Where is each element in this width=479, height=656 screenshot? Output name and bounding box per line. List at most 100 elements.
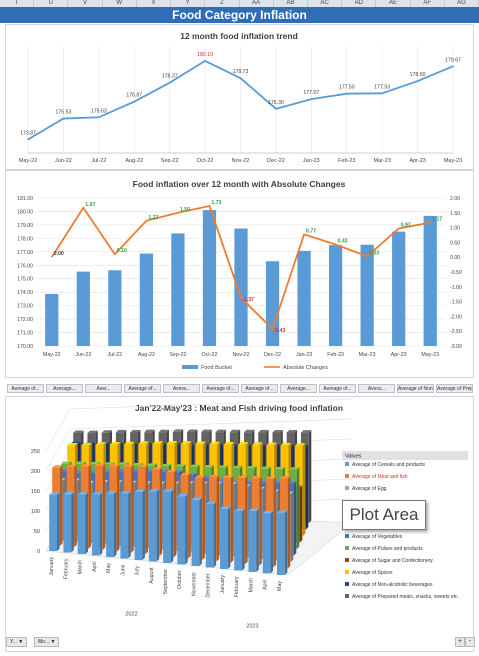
column-header[interactable]: V bbox=[68, 0, 103, 7]
column-header[interactable]: U bbox=[34, 0, 69, 7]
y2-tick-label: 0.50 bbox=[450, 240, 460, 246]
bar-side bbox=[156, 489, 160, 562]
bar-top bbox=[61, 461, 72, 464]
bar-top bbox=[209, 441, 220, 445]
bar-top bbox=[67, 443, 78, 446]
data-label: 176.87 bbox=[126, 93, 142, 99]
slicer-button[interactable]: Average of Non-... bbox=[397, 384, 434, 393]
data-label: 179.67 bbox=[445, 57, 461, 63]
bar bbox=[276, 513, 285, 575]
bar-top bbox=[223, 475, 234, 479]
combo-chart-title: Food inflation over 12 month with Absolu… bbox=[133, 179, 346, 189]
x-tick-label: January bbox=[49, 557, 55, 576]
data-point bbox=[416, 80, 419, 82]
slicer-button[interactable]: Average... bbox=[280, 384, 317, 393]
line-chart-panel[interactable]: 12 month food inflation trend May-22 Jun-… bbox=[5, 24, 474, 170]
zoom-out-button[interactable]: - bbox=[465, 637, 475, 647]
x-tick-label: Nov-22 bbox=[232, 352, 249, 358]
bar-top bbox=[237, 475, 248, 479]
bar-top bbox=[109, 442, 121, 445]
y-tick-label: 176.00 bbox=[17, 263, 33, 269]
bar-side bbox=[270, 511, 274, 574]
bar-side bbox=[71, 492, 74, 553]
bar-top bbox=[244, 429, 255, 433]
plot-area-tooltip: Plot Area bbox=[342, 500, 426, 530]
slicer-button[interactable]: Aver... bbox=[85, 384, 122, 393]
bar bbox=[220, 509, 228, 569]
column-header[interactable]: AA bbox=[240, 0, 274, 7]
legend-label: Average of Spices bbox=[352, 570, 393, 576]
change-label: 0.10 bbox=[117, 248, 127, 254]
y-tick-label: 50 bbox=[34, 529, 40, 535]
month-field-button[interactable]: Mo... ▼ bbox=[34, 637, 60, 647]
column-header[interactable]: T bbox=[0, 0, 35, 7]
y2-tick-label: -1.50 bbox=[450, 300, 462, 306]
column-header[interactable]: AE bbox=[376, 0, 411, 7]
data-label: 175.63 bbox=[91, 108, 107, 114]
filter-icon: ▼ bbox=[18, 639, 24, 645]
bar bbox=[45, 293, 59, 346]
legend-swatch bbox=[345, 534, 349, 538]
bar-side bbox=[188, 472, 191, 559]
slicer-button[interactable]: Average of Prepared... bbox=[436, 384, 473, 393]
legend-swatch bbox=[345, 462, 349, 466]
column-header[interactable]: AF bbox=[411, 0, 445, 7]
bar-side bbox=[284, 510, 288, 575]
slicer-strip: Average of... Average... Aver... Average of… bbox=[7, 384, 473, 393]
x-tick-label: May bbox=[106, 563, 112, 573]
bar bbox=[120, 493, 129, 559]
dashboard-title: Food Category Inflation bbox=[0, 7, 479, 23]
y2-tick-label: -3.00 bbox=[450, 344, 462, 350]
slicer-button[interactable]: Average of... bbox=[124, 384, 161, 393]
y-tick-label: 177.00 bbox=[17, 250, 33, 256]
slicer-button[interactable]: Average... bbox=[46, 384, 83, 393]
slicer-button[interactable]: Average of... bbox=[7, 384, 44, 393]
slicer-button[interactable]: Avera... bbox=[163, 384, 200, 393]
column-header[interactable]: AC bbox=[308, 0, 343, 7]
bar-side bbox=[74, 464, 77, 548]
bar-top bbox=[163, 489, 174, 492]
bar bbox=[297, 250, 311, 346]
bar-top bbox=[146, 463, 157, 466]
slicer-button[interactable]: Average of... bbox=[202, 384, 239, 393]
slicer-button[interactable]: Average of... bbox=[319, 384, 356, 393]
year-field-button[interactable]: Y... ▼ bbox=[6, 637, 28, 647]
slicer-button[interactable]: Average of... bbox=[241, 384, 278, 393]
column-header[interactable]: AB bbox=[274, 0, 308, 7]
bar-side bbox=[302, 443, 306, 536]
bar-side bbox=[259, 475, 262, 566]
bar-top bbox=[274, 466, 286, 470]
slicer-button[interactable]: Avera... bbox=[358, 384, 395, 393]
change-label: 1.73 bbox=[211, 200, 221, 206]
bar bbox=[234, 228, 248, 346]
pivot-chart-panel[interactable]: Jan'22-May'23 : Meat and Fish driving fo… bbox=[5, 396, 474, 652]
bar bbox=[77, 494, 86, 554]
column-header[interactable]: Z bbox=[205, 0, 240, 7]
column-header[interactable]: AD bbox=[342, 0, 377, 7]
column-header[interactable]: W bbox=[103, 0, 137, 7]
bar-top bbox=[77, 492, 89, 495]
column-header[interactable]: AG bbox=[445, 0, 479, 7]
x-tick-label: May bbox=[277, 581, 283, 591]
column-header[interactable]: X bbox=[137, 0, 172, 7]
bar-side bbox=[273, 476, 277, 568]
zoom-in-button[interactable]: + bbox=[455, 637, 465, 647]
pivot-chart-title: Jan'22-May'23 : Meat and Fish driving fo… bbox=[135, 403, 343, 413]
data-point bbox=[275, 108, 277, 110]
x-tick-label: July bbox=[135, 566, 141, 576]
bar-side bbox=[85, 492, 89, 554]
x-tick-label: Jun-22 bbox=[75, 352, 91, 358]
combo-chart-panel[interactable]: Food inflation over 12 month with Absolu… bbox=[5, 170, 474, 378]
y2-tick-label: -2.50 bbox=[450, 329, 462, 335]
bar bbox=[171, 233, 185, 346]
bar-side bbox=[256, 508, 259, 572]
column-header[interactable]: Y bbox=[171, 0, 206, 7]
bar-top bbox=[95, 442, 107, 445]
bar-top bbox=[177, 494, 188, 497]
year-field-label: Y... bbox=[10, 639, 17, 645]
bar-top bbox=[189, 464, 200, 468]
y-tick-label: 150 bbox=[31, 489, 40, 495]
bar-top bbox=[262, 511, 274, 514]
bar-top bbox=[187, 429, 198, 432]
x-tick-label: May-22 bbox=[19, 158, 37, 164]
